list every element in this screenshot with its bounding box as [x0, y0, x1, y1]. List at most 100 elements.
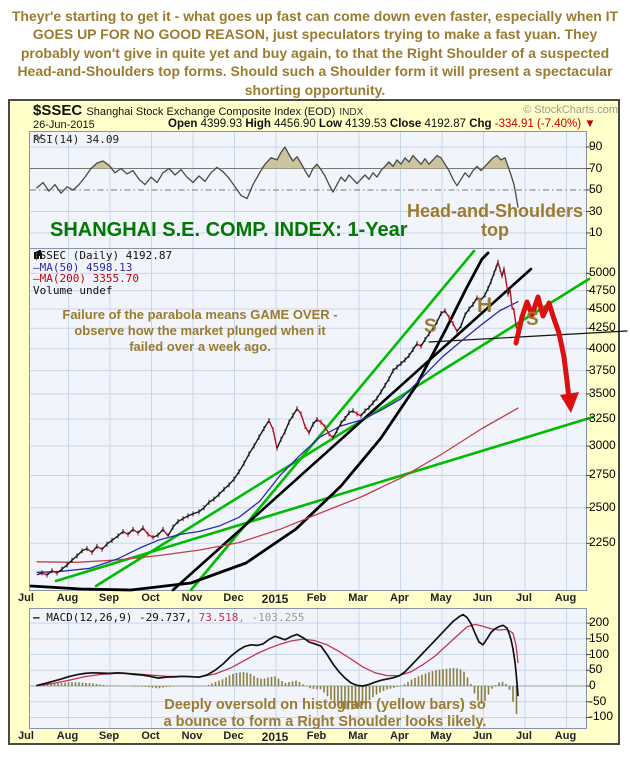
x-month-label: Jul	[516, 592, 532, 604]
rsi-legend-text: RSI(14) 34.09	[33, 133, 120, 146]
open-label: Open	[168, 118, 198, 130]
low-label: Low	[318, 118, 342, 130]
oversold-annotation: Deeply oversold on histogram (yellow bar…	[130, 697, 520, 730]
mid-note-line1: Failure of the parabola means GAME OVER …	[62, 307, 338, 322]
head-and-shoulders-annotation: Head-and-Shoulders top	[404, 202, 586, 240]
x-month-label: Sep	[98, 592, 120, 604]
date-label: 26-Jun-2015	[33, 119, 95, 131]
x-month-label: Jul	[516, 730, 532, 742]
y-tick-label: 70	[589, 160, 603, 175]
chart-title-annotation: SHANGHAI S.E. COMP. INDEX: 1-Year	[50, 219, 408, 241]
x-month-label: Dec	[223, 730, 244, 742]
x-month-label: Feb	[306, 730, 327, 742]
x-month-label: May	[430, 592, 452, 604]
x-month-label: Aug	[554, 730, 577, 742]
x-month-label: Jul	[18, 730, 34, 742]
x-month-label: Aug	[554, 592, 577, 604]
ma50-line-icon: –	[33, 260, 40, 274]
hs-line1: Head-and-Shoulders	[406, 201, 584, 221]
y-tick-label: 4500	[589, 300, 616, 315]
macd-hist-value: , -103.255	[238, 611, 305, 624]
price-legend: $SSEC (Daily) 4192.87 –MA(50) 4598.13 –M…	[33, 250, 172, 296]
hs-line2: top	[481, 220, 509, 240]
y-tick-label: 4000	[589, 340, 616, 355]
close-value: 4192.87	[424, 118, 467, 130]
high-label: High	[245, 118, 271, 130]
ohlc-row: Open 4399.93 High 4456.90 Low 4139.53 Cl…	[168, 118, 596, 130]
x-month-label: Aug	[56, 592, 79, 604]
y-tick-label: 3000	[589, 438, 616, 453]
close-label: Close	[389, 118, 422, 130]
head-letter: H	[477, 294, 493, 317]
macd-legend: — MACD(12,26,9) -29.737, 73.518, -103.25…	[33, 611, 305, 624]
y-tick-label: 5000	[589, 265, 616, 280]
y-tick-label: 10	[589, 225, 603, 239]
index-name: Shanghai Stock Exchange Composite Index …	[86, 106, 336, 118]
y-tick-label: 3500	[589, 385, 616, 400]
y-tick-label: 4250	[589, 320, 616, 335]
copyright-link[interactable]: © StockCharts.com	[523, 104, 618, 116]
x-month-label: Feb	[306, 592, 327, 604]
macd-note-line2: a bounce to form a Right Shoulder looks …	[163, 713, 487, 730]
x-month-label: Oct	[141, 592, 160, 604]
ma200-line-icon: –	[33, 272, 40, 285]
y-tick-label: 30	[589, 203, 603, 218]
y-tick-label: 4750	[589, 282, 616, 297]
macd-panel	[29, 608, 591, 729]
x-month-label: Jul	[18, 592, 34, 604]
legend-ma50: MA(50) 4598.13	[39, 260, 133, 274]
chg-label: Chg	[469, 118, 492, 130]
mid-note-line3: failed over a week ago.	[129, 339, 271, 354]
rsi-panel	[29, 131, 591, 249]
left-shoulder-letter: S	[424, 316, 437, 337]
chg-value: -334.91 (-7.40%)	[494, 118, 582, 130]
x-month-label: Nov	[181, 730, 203, 742]
x-month-label: 2015	[261, 730, 289, 744]
y-tick-label: 150	[589, 630, 610, 645]
open-value: 4399.93	[200, 118, 243, 130]
x-month-label: Nov	[181, 592, 203, 604]
rsi-icon	[33, 133, 43, 142]
macd-line-icon: —	[33, 611, 40, 624]
mid-note-line2: observe how the market plunged when it	[74, 323, 326, 338]
exchange-label: INDX	[339, 107, 364, 118]
rsi-legend: RSI(14) 34.09	[33, 133, 119, 146]
symbol-label: $SSEC	[33, 102, 83, 119]
y-tick-label: 200	[589, 615, 610, 630]
macd-value: -29.737,	[132, 611, 192, 624]
x-month-label: Jun	[472, 730, 493, 742]
x-month-label: Mar	[348, 730, 368, 742]
y-tick-label: 2500	[589, 499, 616, 514]
macd-note-line1: Deeply oversold on histogram (yellow bar…	[164, 697, 486, 713]
x-month-label: 2015	[261, 592, 289, 606]
y-tick-label: 50	[589, 182, 603, 196]
price-panel	[29, 248, 628, 592]
x-month-label: Oct	[141, 730, 160, 742]
macd-signal-value: 73.518	[191, 611, 239, 624]
x-month-label: Dec	[223, 592, 244, 604]
volume-icon	[34, 251, 42, 259]
legend-volume: Volume undef	[33, 283, 113, 297]
low-value: 4139.53	[345, 118, 387, 130]
y-tick-label: 0	[589, 678, 596, 692]
y-tick-label: 3250	[589, 410, 616, 425]
y-tick-label: 90	[589, 139, 603, 153]
macd-name: MACD(12,26,9)	[46, 611, 133, 624]
y-tick-label: 100	[589, 646, 610, 661]
legend-ma200: MA(200) 3355.70	[39, 272, 139, 285]
y-tick-label: 3750	[589, 362, 616, 377]
x-month-label: Apr	[390, 730, 409, 742]
y-tick-label: -50	[589, 693, 607, 708]
x-month-label: Apr	[390, 592, 409, 604]
parabola-failure-annotation: Failure of the parabola means GAME OVER …	[45, 307, 355, 355]
x-month-label: Aug	[56, 730, 79, 742]
y-tick-label: 50	[589, 662, 603, 677]
x-month-label: Sep	[98, 730, 120, 742]
top-commentary: Theyr'e starting to get it - what goes u…	[11, 8, 619, 98]
y-tick-label: 2250	[589, 535, 616, 550]
y-tick-label: -100	[589, 709, 614, 724]
chg-direction-icon[interactable]: ▼	[584, 118, 596, 130]
high-value: 4456.90	[274, 118, 316, 130]
legend-ssec: $SSEC (Daily) 4192.87	[33, 249, 173, 262]
